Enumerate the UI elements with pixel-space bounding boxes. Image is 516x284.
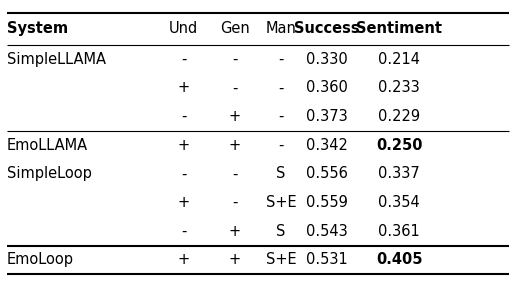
Text: -: -: [181, 52, 186, 67]
Text: 0.531: 0.531: [307, 252, 348, 267]
Text: 0.337: 0.337: [378, 166, 420, 181]
Text: +: +: [178, 138, 190, 153]
Text: 0.214: 0.214: [378, 52, 420, 67]
Text: -: -: [279, 80, 284, 95]
Text: 0.229: 0.229: [378, 109, 420, 124]
Text: Success: Success: [295, 21, 360, 36]
Text: S: S: [277, 166, 286, 181]
Text: +: +: [229, 109, 241, 124]
Text: -: -: [279, 109, 284, 124]
Text: +: +: [178, 80, 190, 95]
Text: +: +: [178, 252, 190, 267]
Text: 0.354: 0.354: [378, 195, 420, 210]
Text: 0.360: 0.360: [307, 80, 348, 95]
Text: +: +: [178, 195, 190, 210]
Text: -: -: [181, 109, 186, 124]
Text: 0.361: 0.361: [378, 224, 420, 239]
Text: -: -: [279, 138, 284, 153]
Text: 0.559: 0.559: [307, 195, 348, 210]
Text: -: -: [232, 52, 237, 67]
Text: Man: Man: [266, 21, 297, 36]
Text: S+E: S+E: [266, 195, 296, 210]
Text: 0.233: 0.233: [378, 80, 420, 95]
Text: 0.543: 0.543: [307, 224, 348, 239]
Text: EmoLoop: EmoLoop: [7, 252, 73, 267]
Text: Gen: Gen: [220, 21, 250, 36]
Text: -: -: [181, 166, 186, 181]
Text: 0.556: 0.556: [307, 166, 348, 181]
Text: EmoLLAMA: EmoLLAMA: [7, 138, 88, 153]
Text: -: -: [279, 52, 284, 67]
Text: 0.342: 0.342: [307, 138, 348, 153]
Text: -: -: [232, 166, 237, 181]
Text: +: +: [229, 224, 241, 239]
Text: S: S: [277, 224, 286, 239]
Text: 0.373: 0.373: [307, 109, 348, 124]
Text: SimpleLoop: SimpleLoop: [7, 166, 91, 181]
Text: +: +: [229, 252, 241, 267]
Text: 0.330: 0.330: [307, 52, 348, 67]
Text: 0.250: 0.250: [376, 138, 423, 153]
Text: SimpleLLAMA: SimpleLLAMA: [7, 52, 105, 67]
Text: 0.405: 0.405: [376, 252, 423, 267]
Text: Und: Und: [169, 21, 198, 36]
Text: S+E: S+E: [266, 252, 296, 267]
Text: Sentiment: Sentiment: [356, 21, 442, 36]
Text: +: +: [229, 138, 241, 153]
Text: -: -: [232, 195, 237, 210]
Text: -: -: [232, 80, 237, 95]
Text: -: -: [181, 224, 186, 239]
Text: System: System: [7, 21, 68, 36]
